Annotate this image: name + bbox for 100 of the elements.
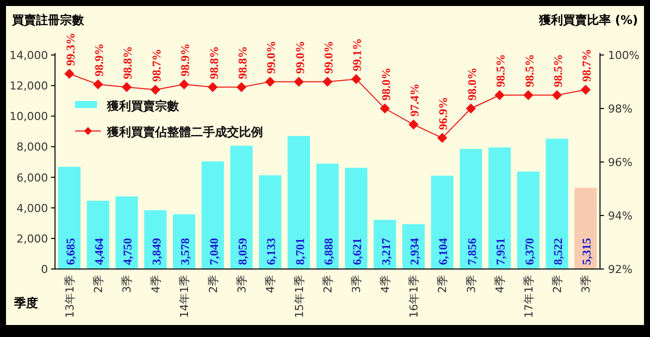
data-label: 3,217 — [378, 238, 393, 265]
data-label: 98.7% — [580, 48, 594, 82]
data-label: 98.9% — [178, 43, 192, 76]
data-label: 6,888 — [322, 238, 336, 265]
y-tick-label: 6,000 — [16, 171, 48, 184]
y2-tick-label: 98% — [608, 102, 632, 116]
x-tick-label: 3季 — [350, 275, 364, 293]
data-label: 7,951 — [494, 238, 508, 265]
point — [150, 84, 160, 95]
point — [580, 84, 591, 95]
data-label: 98.8% — [120, 46, 135, 80]
data-label: 6,621 — [350, 238, 364, 265]
data-label: 99.0% — [292, 40, 307, 74]
x-tick-label: 2季 — [436, 275, 450, 293]
y-tick-label: 14,000 — [10, 49, 48, 62]
point — [494, 90, 505, 100]
x-tick-label: 4季 — [378, 275, 392, 293]
x-tick-label: 3季 — [580, 275, 593, 293]
data-label: 98.5% — [550, 54, 565, 88]
data-label: 98.0% — [378, 68, 393, 100]
data-label: 99.3% — [63, 32, 78, 66]
x-tick-label: 2季 — [550, 275, 564, 293]
x-tick-label: 4季 — [149, 275, 162, 293]
bar — [488, 147, 511, 269]
data-label: 2,934 — [408, 238, 422, 265]
y-tick-label: 2,000 — [16, 232, 48, 246]
y2-tick-label: 94% — [608, 210, 632, 222]
data-label: 98.0% — [464, 68, 479, 100]
bar — [344, 168, 368, 269]
x-tick-label: 3季 — [120, 275, 134, 293]
x-tick-label: 2季 — [322, 275, 334, 293]
bar — [202, 161, 224, 269]
data-label: 96.9% — [436, 96, 450, 130]
x-axis-title: 季度 — [13, 296, 38, 310]
bar — [230, 146, 253, 269]
point — [380, 104, 390, 114]
bar — [374, 220, 396, 269]
legend-label: 獲利買賣佔整體二手成交比例 — [106, 125, 263, 139]
legend-label: 獲利買賣宗數 — [106, 99, 180, 113]
bar — [574, 188, 597, 269]
y-tick-label: 8,000 — [16, 140, 48, 154]
x-tick-label: 4季 — [264, 275, 278, 293]
data-label: 98.8% — [235, 46, 250, 80]
data-label: 5,315 — [580, 238, 594, 265]
x-tick-label: 3季 — [464, 275, 478, 293]
data-label: 8,522 — [550, 238, 565, 265]
bar — [288, 136, 310, 269]
x-tick-label: 14年1季 — [178, 275, 192, 318]
data-label: 98.7% — [149, 48, 164, 82]
y-axis-title: 買賣註冊宗數 — [11, 13, 85, 27]
data-label: 99.0% — [322, 40, 336, 74]
y-tick-label: 10,000 — [10, 110, 48, 124]
point — [64, 68, 74, 79]
point — [322, 76, 332, 87]
data-label: 8,059 — [235, 238, 250, 265]
point — [466, 104, 476, 114]
bar — [431, 176, 454, 269]
data-label: 6,685 — [63, 238, 78, 265]
point — [208, 82, 218, 92]
x-tick-label: 2季 — [206, 275, 220, 293]
point — [236, 82, 246, 92]
y2-tick-label: 92% — [608, 263, 632, 276]
point — [351, 74, 362, 84]
x-tick-label: 13年1季 — [63, 275, 76, 318]
point — [93, 79, 104, 90]
data-label: 98.8% — [206, 46, 221, 80]
point — [523, 90, 534, 100]
point — [122, 82, 132, 92]
x-tick-label: 3季 — [235, 275, 248, 293]
x-tick-label: 2季 — [92, 275, 106, 293]
data-label: 6,133 — [264, 238, 278, 265]
point — [179, 79, 190, 90]
data-label: 98.5% — [494, 54, 508, 88]
x-tick-label: 16年1季 — [408, 275, 421, 318]
data-label: 7,856 — [464, 238, 479, 265]
x-tick-label: 4季 — [494, 275, 507, 293]
data-label: 99.1% — [350, 38, 364, 72]
point — [552, 90, 562, 100]
data-label: 4,464 — [92, 238, 106, 265]
data-label: 3,578 — [178, 238, 192, 265]
point — [408, 120, 419, 130]
x-tick-label: 17年1季 — [522, 275, 536, 318]
y2-axis-title: 獲利買賣比率 (%) — [538, 13, 638, 27]
data-label: 6,370 — [522, 238, 536, 265]
bar — [144, 210, 167, 269]
y-tick-label: 0 — [41, 263, 48, 276]
data-label: 8,701 — [292, 238, 307, 265]
bar — [517, 172, 540, 269]
y2-tick-label: 96% — [608, 156, 632, 169]
bar — [58, 166, 81, 269]
point — [265, 76, 276, 87]
x-tick-label: 15年1季 — [292, 275, 306, 318]
y-tick-label: 4,000 — [16, 202, 48, 215]
bar — [258, 175, 282, 269]
y-tick-label: 12,000 — [10, 80, 48, 93]
data-label: 98.9% — [92, 43, 106, 76]
point — [294, 76, 304, 87]
y2-tick-label: 100% — [608, 49, 640, 62]
data-label: 4,750 — [120, 238, 135, 265]
data-label: 97.4% — [408, 84, 422, 117]
